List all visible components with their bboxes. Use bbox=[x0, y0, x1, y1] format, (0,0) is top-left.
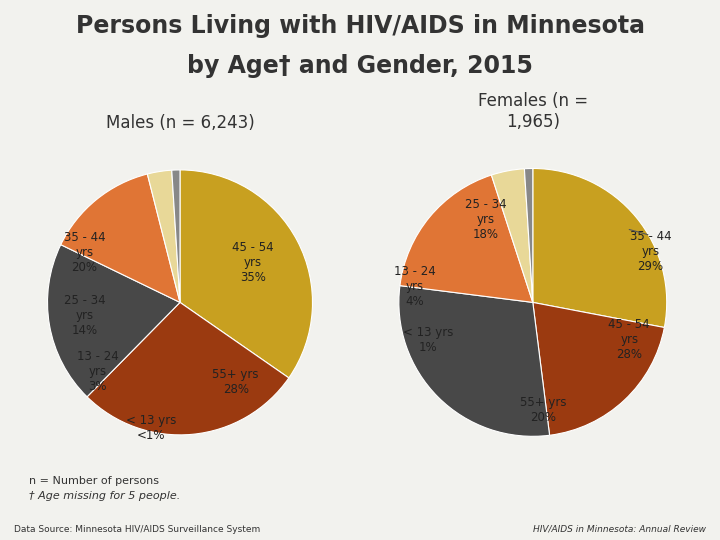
Wedge shape bbox=[399, 286, 549, 436]
Text: 13 - 24
yrs
3%: 13 - 24 yrs 3% bbox=[77, 350, 119, 393]
Text: n = Number of persons: n = Number of persons bbox=[29, 476, 159, 487]
Text: 55+ yrs
20%: 55+ yrs 20% bbox=[521, 395, 567, 423]
Text: by Age† and Gender, 2015: by Age† and Gender, 2015 bbox=[187, 54, 533, 78]
Title: Males (n = 6,243): Males (n = 6,243) bbox=[106, 114, 254, 132]
Text: 55+ yrs
28%: 55+ yrs 28% bbox=[212, 368, 259, 396]
Wedge shape bbox=[48, 245, 180, 397]
Wedge shape bbox=[533, 168, 667, 327]
Wedge shape bbox=[87, 302, 289, 435]
Text: < 13 yrs
1%: < 13 yrs 1% bbox=[403, 326, 454, 354]
Text: † Age missing for 5 people.: † Age missing for 5 people. bbox=[29, 491, 180, 502]
Wedge shape bbox=[492, 168, 533, 302]
Wedge shape bbox=[180, 170, 312, 378]
Text: 25 - 34
yrs
14%: 25 - 34 yrs 14% bbox=[64, 294, 105, 337]
Text: 13 - 24
yrs
4%: 13 - 24 yrs 4% bbox=[394, 265, 436, 308]
Text: 35 - 44
yrs
20%: 35 - 44 yrs 20% bbox=[64, 231, 105, 274]
Wedge shape bbox=[172, 170, 180, 302]
Wedge shape bbox=[60, 174, 180, 302]
Text: < 13 yrs
<1%: < 13 yrs <1% bbox=[126, 414, 176, 442]
Wedge shape bbox=[400, 175, 533, 302]
Title: Females (n =
1,965): Females (n = 1,965) bbox=[478, 92, 588, 131]
Text: 45 - 54
yrs
28%: 45 - 54 yrs 28% bbox=[608, 319, 650, 361]
Text: 25 - 34
yrs
18%: 25 - 34 yrs 18% bbox=[465, 198, 507, 241]
Text: 35 - 44
yrs
29%: 35 - 44 yrs 29% bbox=[630, 230, 672, 273]
Text: Persons Living with HIV/AIDS in Minnesota: Persons Living with HIV/AIDS in Minnesot… bbox=[76, 14, 644, 37]
Wedge shape bbox=[148, 170, 180, 302]
Wedge shape bbox=[524, 168, 533, 302]
Text: Data Source: Minnesota HIV/AIDS Surveillance System: Data Source: Minnesota HIV/AIDS Surveill… bbox=[14, 524, 261, 534]
Text: 45 - 54
yrs
35%: 45 - 54 yrs 35% bbox=[232, 241, 274, 284]
Text: HIV/AIDS in Minnesota: Annual Review: HIV/AIDS in Minnesota: Annual Review bbox=[533, 524, 706, 534]
Wedge shape bbox=[533, 302, 665, 435]
